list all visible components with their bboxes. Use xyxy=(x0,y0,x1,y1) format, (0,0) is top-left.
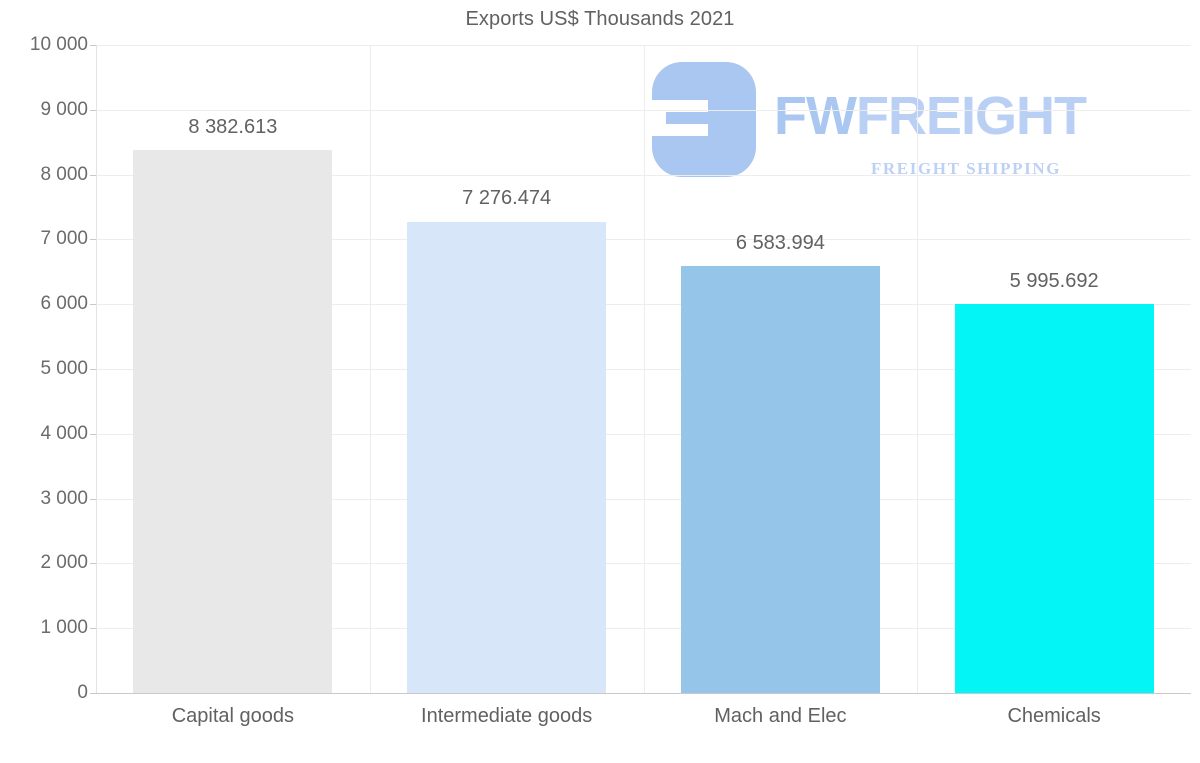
y-axis-label: 7 000 xyxy=(40,228,88,250)
x-axis-category-label: Mach and Elec xyxy=(714,705,847,727)
y-axis-tick-mark xyxy=(90,45,96,46)
gridline-horizontal xyxy=(96,563,1191,565)
y-axis-tick-mark xyxy=(90,693,96,694)
bar[interactable] xyxy=(954,304,1154,693)
y-axis-label: 10 000 xyxy=(29,34,88,55)
y-axis-tick-mark xyxy=(90,498,96,500)
y-axis-tick-mark xyxy=(90,174,96,176)
plot-area xyxy=(90,45,1191,694)
gridline-horizontal xyxy=(96,109,1191,111)
x-axis-category-label: Chemicals xyxy=(1007,705,1101,727)
bar[interactable] xyxy=(407,221,607,693)
bar[interactable] xyxy=(680,266,880,693)
y-axis-label: 5 000 xyxy=(40,358,88,379)
y-axis-label: 8 000 xyxy=(40,163,88,185)
bar[interactable] xyxy=(133,149,333,693)
x-axis-category-label: Capital goods xyxy=(171,705,295,727)
gridline-vertical xyxy=(644,45,645,693)
gridline-horizontal xyxy=(96,239,1191,241)
y-axis-tick-mark xyxy=(90,628,96,630)
y-axis-label: 4 000 xyxy=(40,422,88,444)
y-axis-label: 2 000 xyxy=(40,552,88,574)
gridline-horizontal xyxy=(96,174,1191,176)
y-axis-tick-mark xyxy=(90,369,96,370)
y-axis-label: 1 000 xyxy=(40,617,88,639)
x-axis-category-label: Intermediate goods xyxy=(421,705,593,727)
y-axis-tick-mark xyxy=(90,109,96,111)
bar-value-label: 8 382.613 xyxy=(188,115,278,138)
bar-value-label: 6 583.994 xyxy=(735,232,825,255)
y-axis-tick-mark xyxy=(90,563,96,565)
gridline-horizontal xyxy=(96,628,1191,630)
y-axis-label: 9 000 xyxy=(40,98,88,120)
y-axis-line xyxy=(96,45,97,693)
gridline-horizontal xyxy=(96,498,1191,500)
y-axis-tick-mark xyxy=(90,433,96,435)
bar-value-label: 5 995.692 xyxy=(1009,270,1099,293)
gridline-vertical xyxy=(917,45,918,693)
gridline-horizontal xyxy=(96,433,1191,435)
y-axis-label: 3 000 xyxy=(40,487,88,509)
gridline-horizontal xyxy=(96,369,1191,370)
gridline-horizontal xyxy=(96,304,1191,306)
gridline-horizontal xyxy=(96,45,1191,46)
chart-title: Exports US$ Thousands 2021 xyxy=(465,8,735,30)
gridline-horizontal xyxy=(96,693,1191,694)
y-axis-label: 6 000 xyxy=(40,293,88,315)
gridline-vertical xyxy=(370,45,371,693)
y-axis-tick-mark xyxy=(90,239,96,241)
y-axis-tick-mark xyxy=(90,304,96,306)
y-axis-label: 0 xyxy=(77,682,88,703)
bar-value-label: 7 276.474 xyxy=(462,187,552,210)
